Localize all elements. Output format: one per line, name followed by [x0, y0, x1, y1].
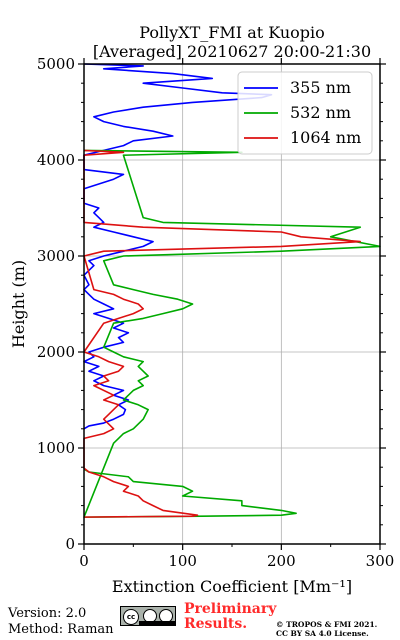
x-tick-label: 300	[366, 552, 395, 570]
y-tick-label: 4000	[37, 151, 75, 169]
y-tick-label: 2000	[37, 343, 75, 361]
copyright-notice: © TROPOS & FMI 2021. CC BY SA 4.0 Licens…	[276, 620, 377, 638]
legend-label: 355 nm	[290, 78, 351, 97]
y-axis-label: Height (m)	[9, 260, 28, 348]
y-tick-label: 5000	[37, 55, 75, 73]
y-tick-label: 3000	[37, 247, 75, 265]
y-tick-label: 1000	[37, 439, 75, 457]
method-text: Method: Raman	[8, 622, 114, 637]
copyright-line1: © TROPOS & FMI 2021.	[276, 620, 378, 629]
x-tick-label: 200	[267, 552, 296, 570]
series-line-532-nm	[83, 149, 381, 518]
legend-label: 1064 nm	[290, 128, 361, 147]
copyright-line2: CC BY SA 4.0 License.	[276, 629, 369, 638]
chart-title-line1: PollyXT_FMI at Kuopio	[139, 23, 325, 42]
y-tick-label: 0	[65, 535, 75, 553]
preliminary-notice: Preliminary Results.	[184, 602, 284, 632]
cc-license-badge: cc	[120, 606, 176, 626]
series-lines	[83, 63, 381, 518]
legend-box	[237, 71, 373, 155]
legend: 355 nm 532 nm 1064 nm	[237, 71, 373, 155]
preliminary-line1: Preliminary	[184, 601, 277, 617]
cc-icon: cc	[123, 609, 139, 625]
preliminary-line2: Results.	[184, 616, 248, 632]
legend-label: 532 nm	[290, 103, 351, 122]
badge-strip	[139, 621, 175, 625]
x-tick-label: 0	[79, 552, 89, 570]
x-tick-label: 100	[168, 552, 197, 570]
chart-title-line2: [Averaged] 20210627 20:00-21:30	[93, 42, 371, 61]
x-axis-label: Extinction Coefficient [Mm⁻¹]	[112, 577, 352, 596]
version-text: Version: 2.0	[8, 606, 87, 621]
series-line-1064-nm	[83, 149, 362, 518]
